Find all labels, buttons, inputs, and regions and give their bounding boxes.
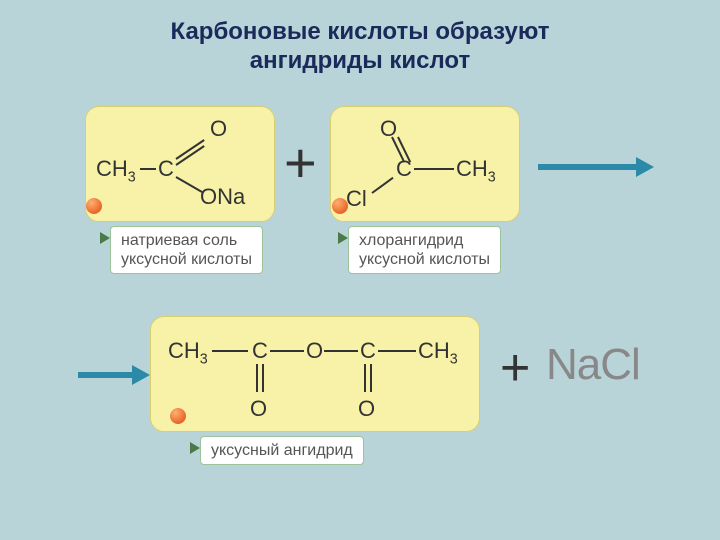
product-panel xyxy=(150,316,480,432)
atom-ch3: CH3 xyxy=(418,338,458,367)
reaction-arrow xyxy=(78,372,134,378)
plus-symbol: + xyxy=(500,338,530,398)
title-line1: Карбоновые кислоты образуют xyxy=(171,18,550,45)
atom-ona: ONa xyxy=(200,184,245,210)
dot-marker xyxy=(86,198,102,214)
atom-ch3: CH3 xyxy=(96,156,136,185)
bond xyxy=(212,350,248,352)
bond xyxy=(270,350,304,352)
bond xyxy=(140,168,156,170)
atom-o: O xyxy=(250,396,267,422)
bond xyxy=(370,364,372,392)
bond xyxy=(378,350,416,352)
bond xyxy=(256,364,258,392)
label-pointer xyxy=(100,232,110,244)
page-title: Карбоновые кислоты образуют ангидриды ки… xyxy=(0,18,720,76)
bond xyxy=(262,364,264,392)
bond xyxy=(324,350,358,352)
atom-cl: Cl xyxy=(346,186,367,212)
atom-o: O xyxy=(210,116,227,142)
reactant2-label: хлорангидрид уксусной кислоты xyxy=(348,226,501,274)
atom-ch3: CH3 xyxy=(168,338,208,367)
label-pointer xyxy=(338,232,348,244)
atom-c: C xyxy=(360,338,376,364)
product-label: уксусный ангидрид xyxy=(200,436,364,465)
atom-o: O xyxy=(380,116,397,142)
arrow-head-icon xyxy=(132,365,150,385)
bond xyxy=(414,168,454,170)
atom-ch3: CH3 xyxy=(456,156,496,185)
bond xyxy=(364,364,366,392)
atom-c: C xyxy=(252,338,268,364)
title-line2: ангидриды кислот xyxy=(250,47,471,74)
dot-marker xyxy=(170,408,186,424)
nacl-text: NaCl xyxy=(546,340,640,390)
atom-o: O xyxy=(306,338,323,364)
atom-o: O xyxy=(358,396,375,422)
arrow-head-icon xyxy=(636,157,654,177)
reactant1-label: натриевая соль уксусной кислоты xyxy=(110,226,263,274)
reaction-arrow xyxy=(538,164,638,170)
plus-symbol: + xyxy=(284,130,317,195)
label-pointer xyxy=(190,442,200,454)
atom-c: C xyxy=(158,156,174,182)
